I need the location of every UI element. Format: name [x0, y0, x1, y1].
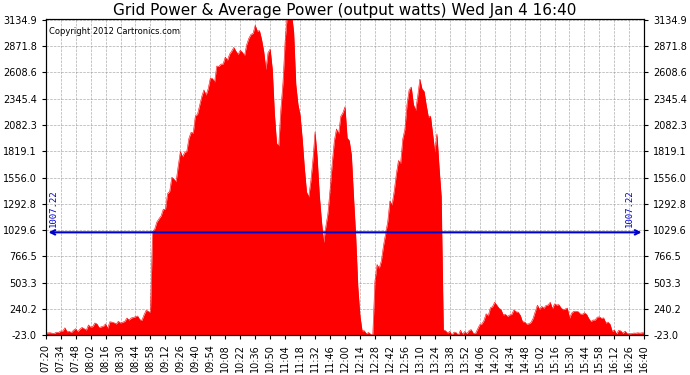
Title: Grid Power & Average Power (output watts) Wed Jan 4 16:40: Grid Power & Average Power (output watts… — [113, 3, 577, 18]
Text: Copyright 2012 Cartronics.com: Copyright 2012 Cartronics.com — [49, 27, 179, 36]
Text: 1007.22: 1007.22 — [625, 190, 634, 227]
Text: 1007.22: 1007.22 — [49, 190, 58, 227]
